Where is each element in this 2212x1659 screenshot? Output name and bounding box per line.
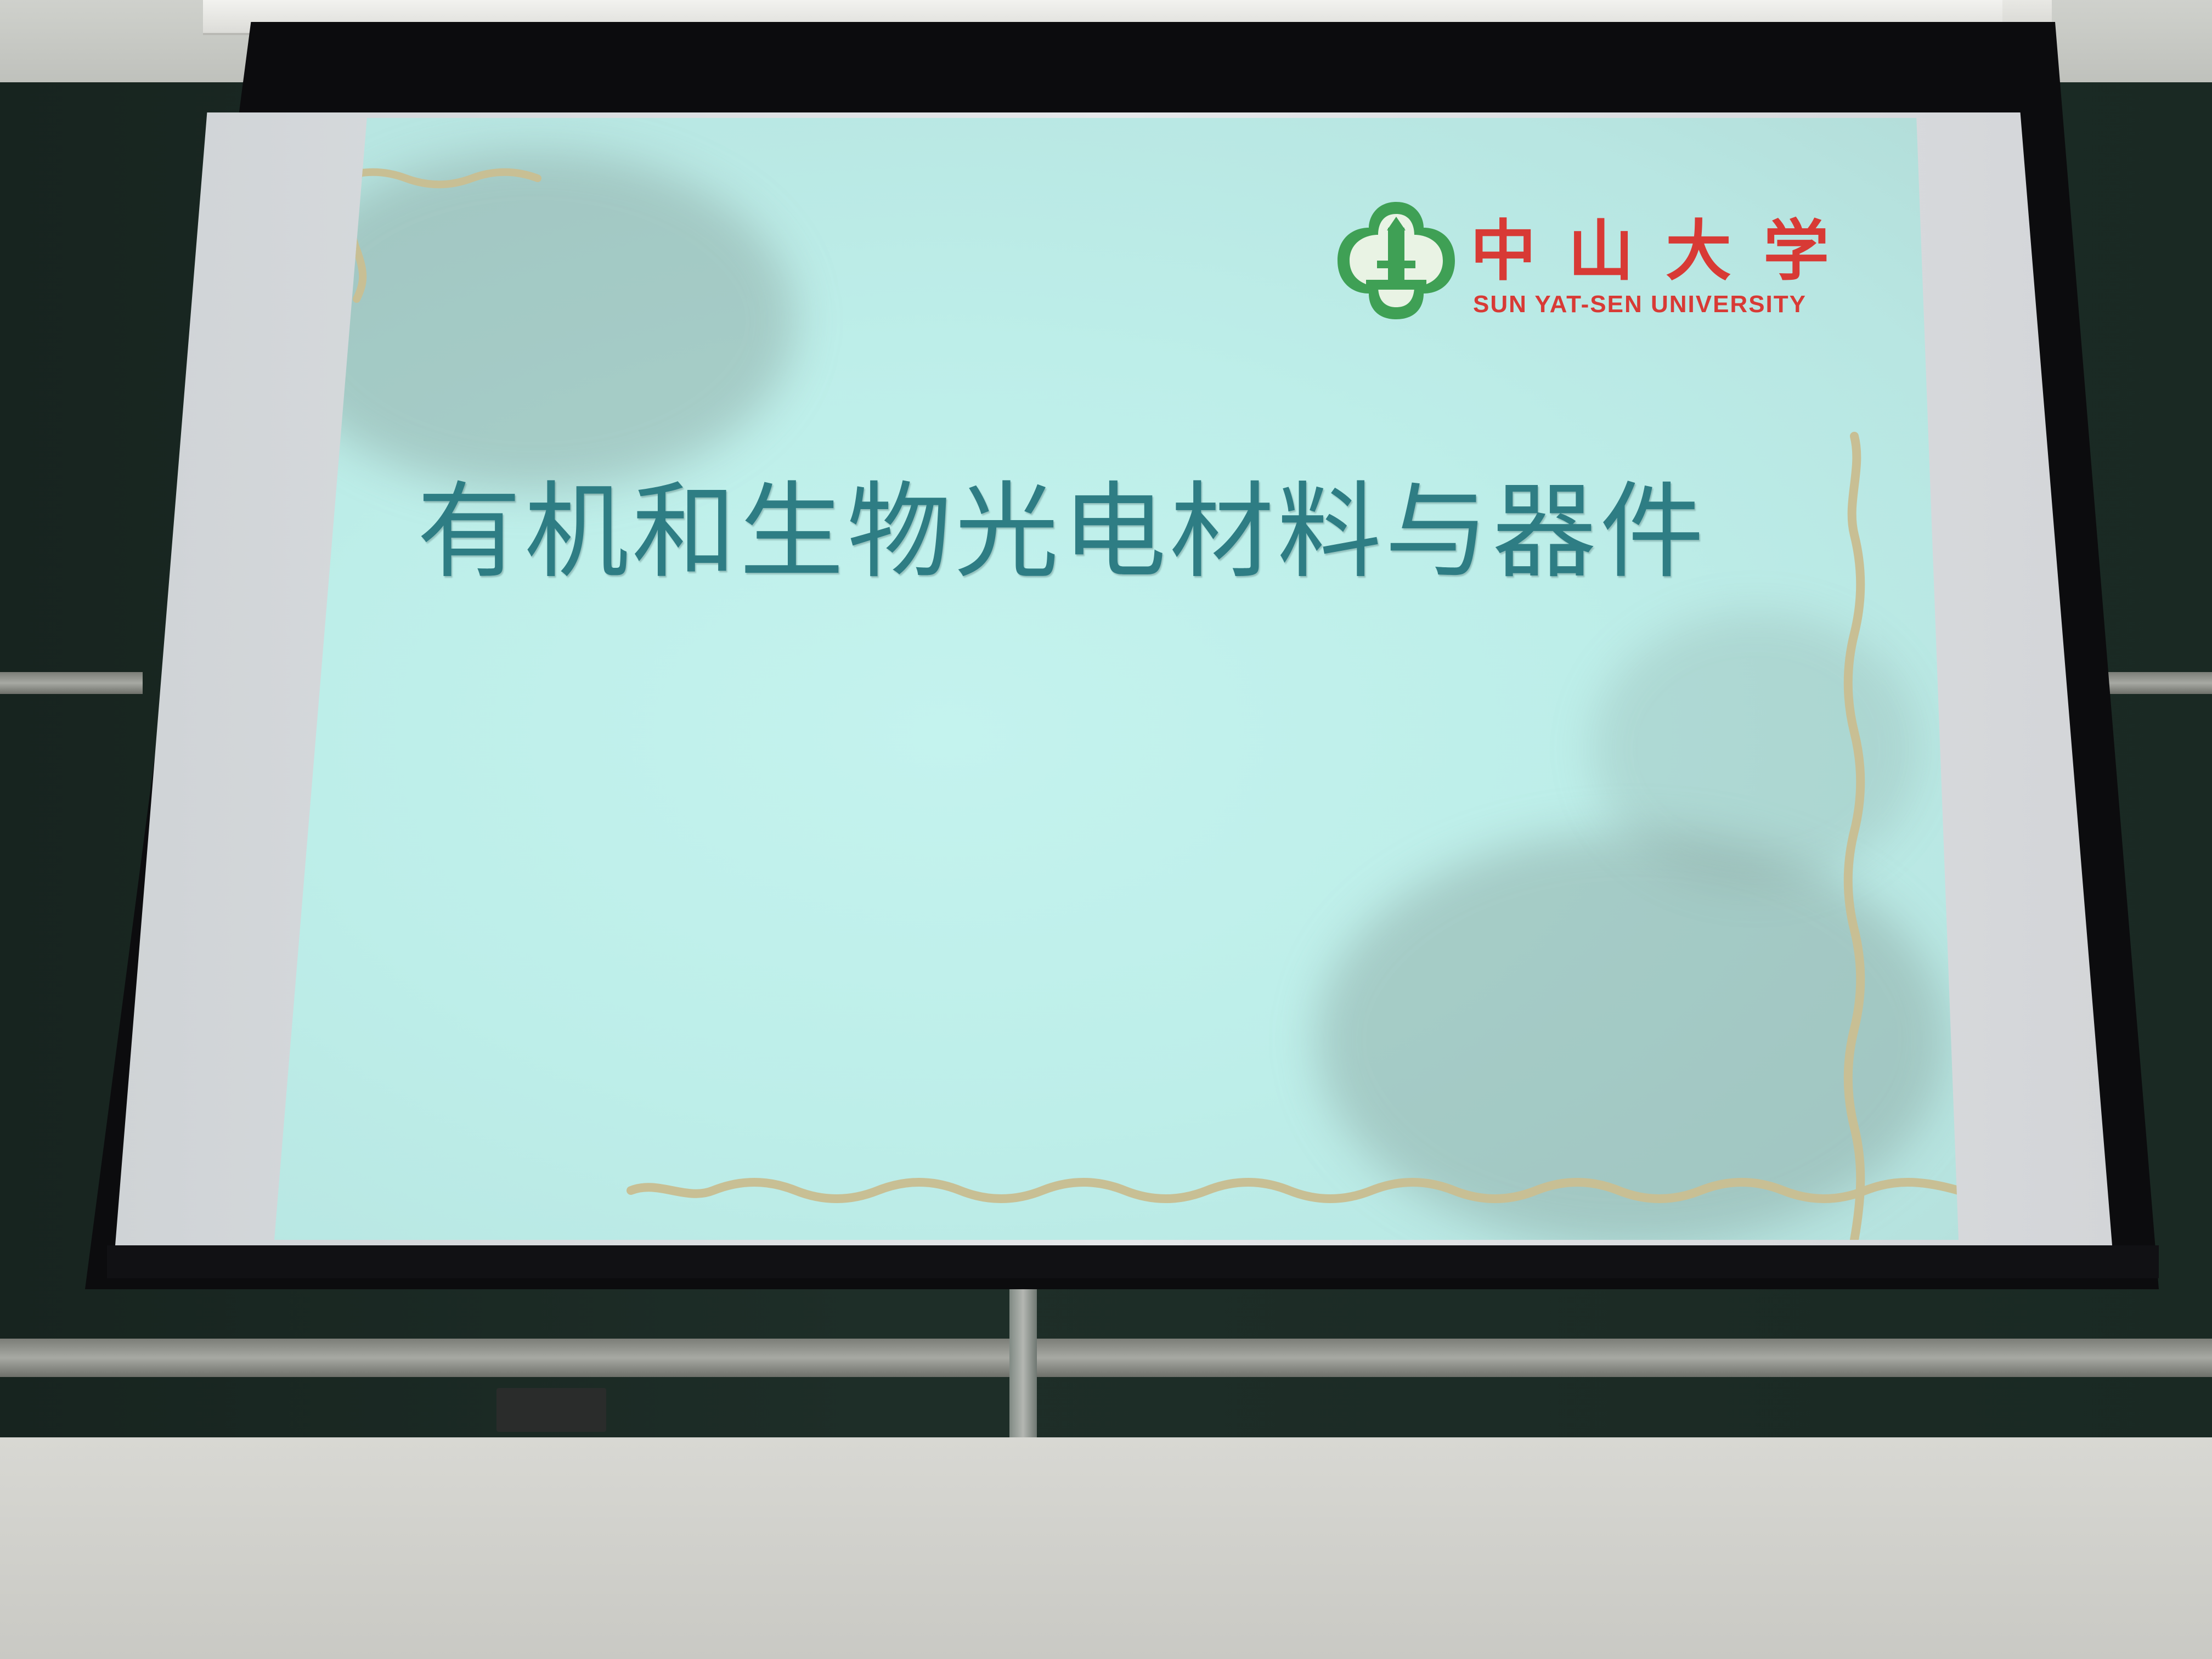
presentation-slide: 中山大学 SUN YAT-SEN UNIVERSITY 有机和生物光电材料与器件 xyxy=(274,118,1959,1240)
projector-screen-bottom-bar xyxy=(107,1245,2159,1278)
board-eraser xyxy=(496,1388,606,1432)
background-cloud xyxy=(1317,831,1948,1240)
university-name-chinese: 中山大学 xyxy=(1470,212,1861,290)
blackboard-rail-left xyxy=(0,672,143,694)
board-panel-seam xyxy=(1009,1278,1037,1437)
blackboard-rail-lower xyxy=(0,1339,2212,1377)
wall-bottom xyxy=(0,1437,2212,1659)
university-name-english: SUN YAT-SEN UNIVERSITY xyxy=(1473,291,1807,318)
university-logo: 中山大学 SUN YAT-SEN UNIVERSITY xyxy=(1333,198,1829,340)
university-emblem-icon xyxy=(1338,202,1455,319)
background-cloud xyxy=(274,151,795,491)
background-cloud xyxy=(1591,612,1920,886)
slide-title: 有机和生物光电材料与器件 xyxy=(417,471,1708,592)
